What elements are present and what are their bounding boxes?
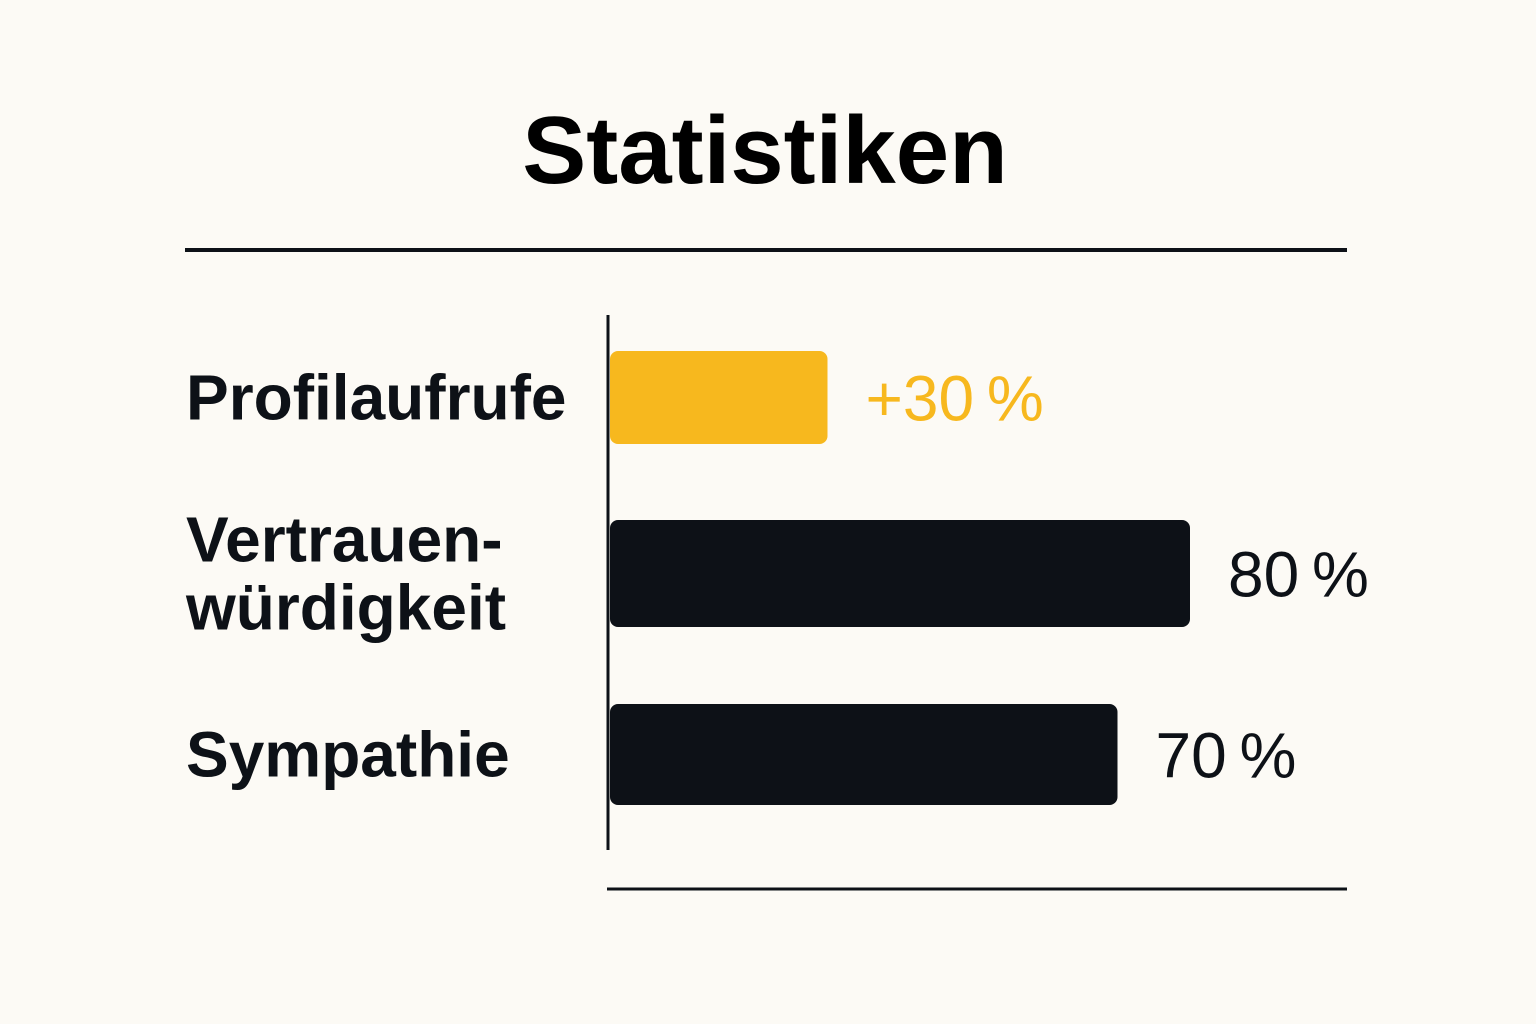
category-label-1-0: Vertrauen- — [186, 504, 503, 576]
category-label-1-1: würdigkeit — [185, 572, 506, 644]
category-label-2-0: Sympathie — [186, 719, 510, 791]
bars-layer: Profilaufrufe +30 % Vertrauen-würdigkeit 80… — [185, 351, 1369, 805]
value-label-0: +30 % — [866, 363, 1044, 435]
value-label-2: 70 % — [1156, 720, 1297, 792]
category-label-0-0: Profilaufrufe — [186, 362, 566, 434]
bar-2 — [610, 704, 1118, 805]
bar-0 — [610, 351, 828, 444]
value-label-1: 80 % — [1228, 539, 1369, 611]
bar-1 — [610, 520, 1190, 627]
chart-title: Statistiken — [522, 97, 1007, 204]
